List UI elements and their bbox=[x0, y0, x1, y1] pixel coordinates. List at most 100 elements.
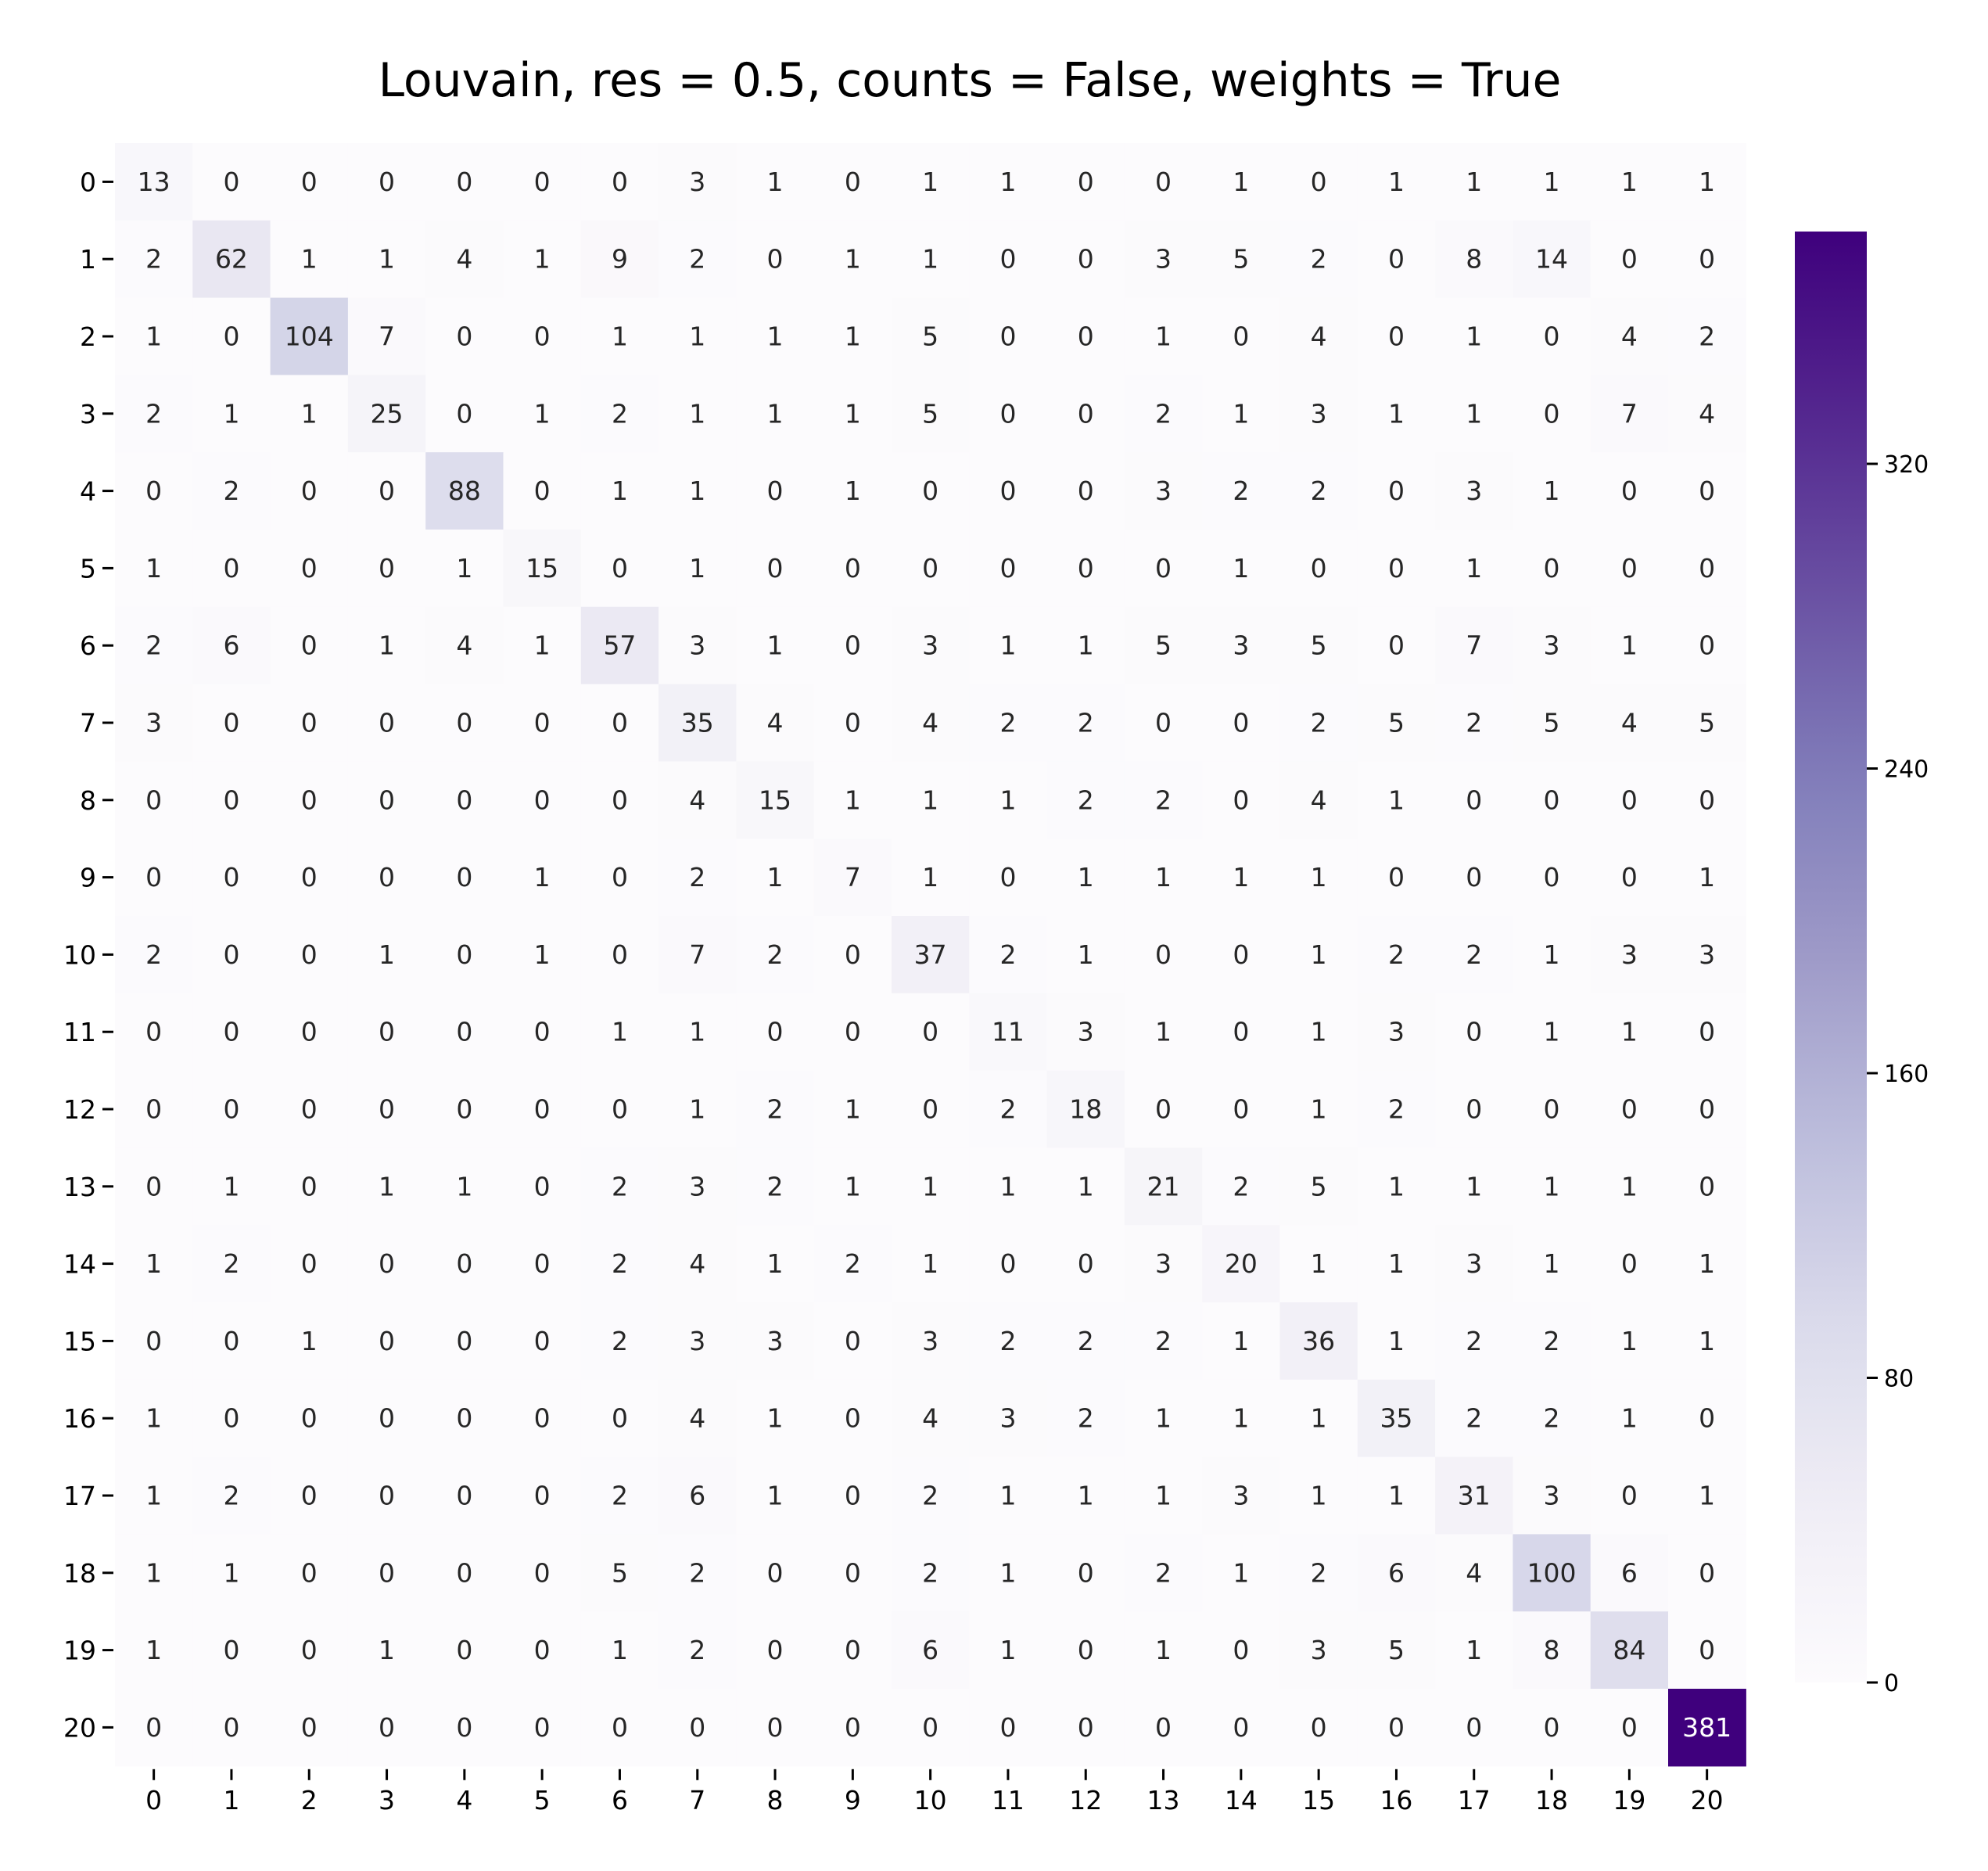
heatmap-cell bbox=[969, 1611, 1048, 1690]
cell-value-label: 1 bbox=[456, 553, 472, 584]
heatmap-cell bbox=[736, 1456, 815, 1535]
heatmap-cell bbox=[580, 1379, 659, 1458]
heatmap-cell bbox=[736, 530, 815, 608]
heatmap-cell bbox=[1202, 1611, 1281, 1690]
y-tick-label: 12 bbox=[63, 1094, 96, 1125]
cell-value-label: 1 bbox=[1233, 553, 1249, 584]
heatmap-cell bbox=[1357, 1147, 1436, 1226]
heatmap-cell bbox=[503, 1611, 582, 1690]
cell-value-label: 3 bbox=[1311, 398, 1327, 429]
heatmap-cell bbox=[1124, 1302, 1203, 1381]
heatmap-cell bbox=[503, 1379, 582, 1458]
heatmap-cell bbox=[1513, 1070, 1591, 1148]
heatmap-cell bbox=[1202, 839, 1281, 917]
cell-value-label: 0 bbox=[145, 1017, 162, 1047]
x-tick-label: 14 bbox=[1225, 1785, 1258, 1815]
heatmap-cell bbox=[813, 916, 892, 994]
cell-value-label: 2 bbox=[689, 1557, 705, 1588]
heatmap-cell bbox=[270, 916, 349, 994]
cell-value-label: 0 bbox=[1621, 1094, 1638, 1125]
cell-value-label: 0 bbox=[1078, 398, 1094, 429]
heatmap-cell bbox=[813, 761, 892, 839]
heatmap-cell bbox=[503, 375, 582, 453]
cell-value-label: 1 bbox=[612, 476, 628, 506]
cell-value-label: 0 bbox=[534, 1171, 551, 1201]
heatmap-cell bbox=[1202, 1689, 1281, 1767]
heatmap-cell bbox=[270, 375, 349, 453]
x-tick-label: 13 bbox=[1147, 1785, 1180, 1815]
cell-value-label: 1 bbox=[1233, 1557, 1249, 1588]
heatmap-cell bbox=[1202, 761, 1281, 839]
cell-value-label: 1 bbox=[1311, 1094, 1327, 1125]
heatmap-cell bbox=[892, 1379, 970, 1458]
cell-value-label: 1 bbox=[845, 321, 861, 352]
heatmap-cell bbox=[1357, 839, 1436, 917]
heatmap-cell bbox=[270, 297, 349, 375]
heatmap-cell bbox=[1668, 452, 1746, 530]
cell-value-label: 25 bbox=[371, 398, 404, 429]
cell-value-label: 15 bbox=[759, 785, 791, 815]
cell-value-label: 0 bbox=[1233, 1094, 1249, 1125]
cell-value-label: 2 bbox=[767, 1171, 784, 1201]
heatmap-cell bbox=[115, 1689, 193, 1767]
cell-value-label: 1 bbox=[922, 244, 938, 275]
heatmap-cell bbox=[1435, 839, 1513, 917]
heatmap-cell bbox=[1357, 297, 1436, 375]
heatmap-cell bbox=[1435, 1534, 1513, 1612]
heatmap-cell bbox=[969, 452, 1048, 530]
cell-value-label: 0 bbox=[922, 1094, 938, 1125]
heatmap-cell bbox=[1590, 1147, 1669, 1226]
cell-value-label: 4 bbox=[1699, 398, 1715, 429]
cell-value-label: 1 bbox=[767, 630, 784, 661]
heatmap-cell bbox=[425, 761, 504, 839]
heatmap-cell bbox=[1357, 1379, 1436, 1458]
cell-value-label: 0 bbox=[1621, 1712, 1638, 1743]
cell-value-label: 1 bbox=[689, 553, 705, 584]
heatmap-cell bbox=[736, 1534, 815, 1612]
heatmap-cell bbox=[347, 1379, 426, 1458]
heatmap-cell bbox=[192, 684, 271, 762]
heatmap-cell bbox=[1202, 1456, 1281, 1535]
heatmap-cell bbox=[1435, 1225, 1513, 1303]
x-tick-label: 4 bbox=[456, 1785, 472, 1815]
heatmap-cell bbox=[813, 1689, 892, 1767]
x-tick-label: 20 bbox=[1691, 1785, 1724, 1815]
cell-value-label: 5 bbox=[1388, 1635, 1405, 1665]
cell-value-label: 0 bbox=[456, 1017, 472, 1047]
heatmap-cell bbox=[1202, 375, 1281, 453]
cell-value-label: 0 bbox=[845, 939, 861, 970]
heatmap-cell bbox=[425, 839, 504, 917]
heatmap-cell bbox=[658, 606, 737, 685]
cell-value-label: 0 bbox=[1078, 553, 1094, 584]
cell-value-label: 0 bbox=[1544, 398, 1560, 429]
heatmap-cell bbox=[1279, 530, 1358, 608]
heatmap-cell bbox=[892, 452, 970, 530]
heatmap-cell bbox=[347, 375, 426, 453]
cell-value-label: 0 bbox=[767, 553, 784, 584]
cell-value-label: 5 bbox=[1233, 244, 1249, 275]
heatmap-cell bbox=[658, 993, 737, 1072]
heatmap-cell bbox=[347, 1070, 426, 1148]
heatmap-cell bbox=[192, 1611, 271, 1690]
cell-value-label: 1 bbox=[1544, 1171, 1560, 1201]
heatmap-cell bbox=[1279, 452, 1358, 530]
heatmap-cell bbox=[503, 220, 582, 299]
cell-value-label: 0 bbox=[1155, 1712, 1172, 1743]
cell-value-label: 2 bbox=[223, 1481, 239, 1511]
heatmap-cell bbox=[1668, 297, 1746, 375]
cell-value-label: 6 bbox=[1388, 1557, 1405, 1588]
heatmap-cell bbox=[1046, 530, 1125, 608]
heatmap-cell bbox=[347, 1689, 426, 1767]
cell-value-label: 0 bbox=[767, 1712, 784, 1743]
cell-value-label: 0 bbox=[456, 708, 472, 738]
x-tick-label: 18 bbox=[1535, 1785, 1568, 1815]
heatmap-cell bbox=[1668, 375, 1746, 453]
cell-value-label: 0 bbox=[1699, 630, 1715, 661]
cell-value-label: 0 bbox=[145, 1094, 162, 1125]
cell-value-label: 0 bbox=[1078, 321, 1094, 352]
cell-value-label: 0 bbox=[845, 167, 861, 197]
heatmap-cell bbox=[1046, 839, 1125, 917]
cell-value-label: 100 bbox=[1527, 1557, 1577, 1588]
cell-value-label: 0 bbox=[1699, 553, 1715, 584]
heatmap-cell bbox=[580, 761, 659, 839]
